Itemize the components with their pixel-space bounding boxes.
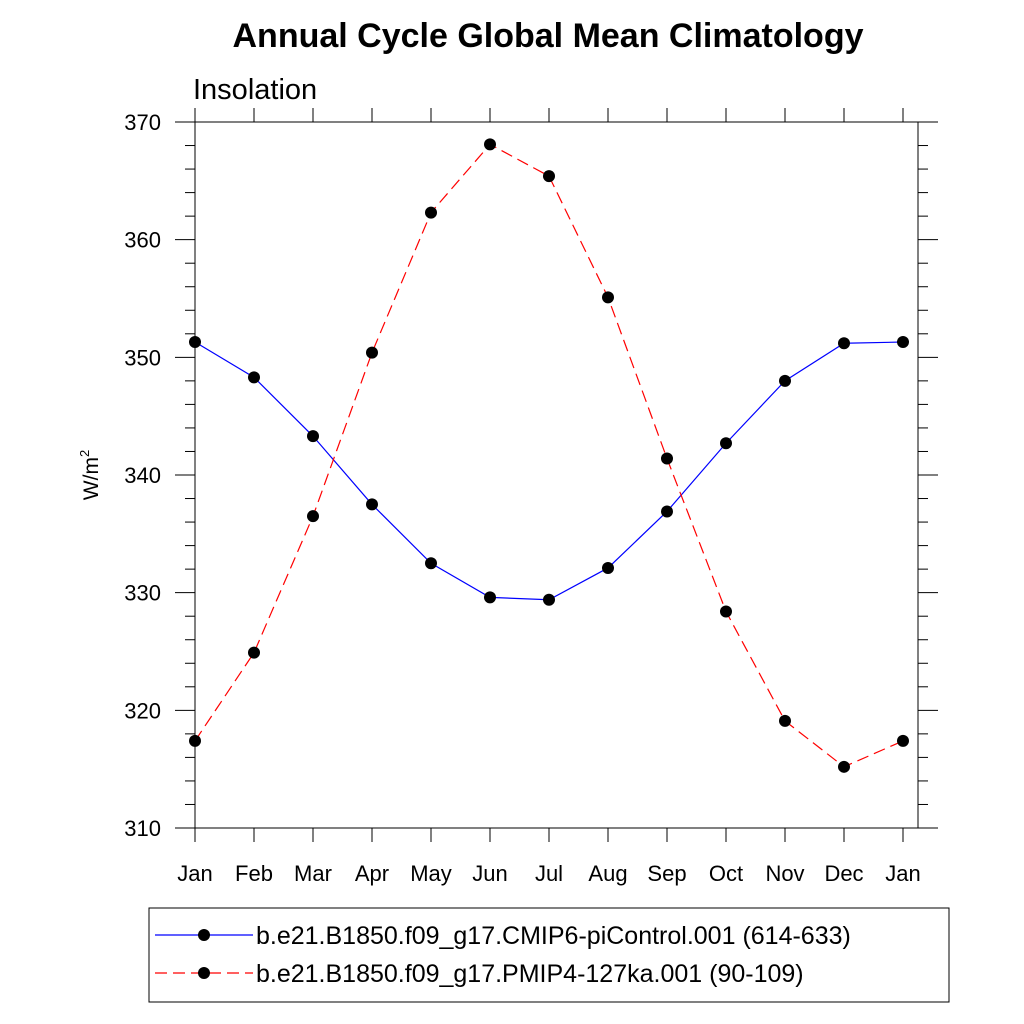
data-point <box>425 206 437 219</box>
data-point <box>779 714 791 727</box>
x-tick-label: Sep <box>647 861 686 886</box>
data-point <box>189 336 201 349</box>
series-line <box>194 341 904 601</box>
legend-label: b.e21.B1850.f09_g17.PMIP4-127ka.001 (90-… <box>256 960 804 988</box>
x-tick-label: Jan <box>177 861 212 886</box>
x-tick-label: Jan <box>885 861 920 886</box>
plot-frame <box>194 121 919 829</box>
x-tick-label: Oct <box>709 861 743 886</box>
series-layer <box>189 138 909 773</box>
data-point <box>248 646 260 659</box>
x-tick-label: Jun <box>472 861 507 886</box>
chart-title: Annual Cycle Global Mean Climatology <box>233 17 864 55</box>
chart-subtitle: Insolation <box>193 74 317 106</box>
y-tick-label: 320 <box>124 698 161 723</box>
data-point <box>307 430 319 443</box>
data-point <box>602 291 614 304</box>
series-1 <box>189 336 909 606</box>
y-axis-label-superscript: 2 <box>77 450 92 457</box>
x-tick-label: Feb <box>235 861 273 886</box>
y-axis-label-text: W/m <box>80 457 103 500</box>
data-point <box>543 593 555 606</box>
data-point <box>425 557 437 570</box>
data-point <box>189 734 201 747</box>
data-point <box>661 505 673 518</box>
data-point <box>897 734 909 747</box>
x-tick-label: Mar <box>294 861 332 886</box>
y-tick-label: 370 <box>124 110 161 135</box>
data-point <box>484 591 496 604</box>
data-point <box>897 336 909 349</box>
data-point <box>720 437 732 450</box>
x-tick-label: Aug <box>588 861 627 886</box>
axis-ticks <box>175 108 938 842</box>
legend: b.e21.B1850.f09_g17.CMIP6-piControl.001 … <box>148 907 950 1003</box>
data-point <box>779 374 791 387</box>
data-point <box>484 138 496 151</box>
data-point <box>838 760 850 773</box>
y-tick-label: 350 <box>124 345 161 370</box>
x-tick-label: Nov <box>765 861 804 886</box>
x-tick-label: Apr <box>355 861 389 886</box>
legend-marker <box>198 929 210 941</box>
x-tick-label: Dec <box>824 861 863 886</box>
series-2 <box>189 138 909 773</box>
y-tick-label: 340 <box>124 463 161 488</box>
data-point <box>366 346 378 359</box>
y-tick-labels: 310 320 330 340 350 360 370 <box>124 110 161 841</box>
svg-text:W/m2: W/m2 <box>77 450 103 500</box>
data-point <box>248 371 260 384</box>
data-point <box>720 605 732 618</box>
data-point <box>366 498 378 511</box>
series-line <box>194 143 904 768</box>
data-point <box>838 337 850 350</box>
data-point <box>661 452 673 465</box>
data-point <box>307 510 319 523</box>
legend-marker <box>198 967 210 979</box>
data-point <box>543 170 555 183</box>
x-tick-label: May <box>410 861 452 886</box>
legend-box <box>148 907 950 1003</box>
y-tick-label: 310 <box>124 816 161 841</box>
data-point <box>602 561 614 574</box>
y-tick-label: 360 <box>124 228 161 253</box>
x-tick-labels: Jan Feb Mar Apr May Jun Jul Aug Sep Oct Nov Dec Jan <box>177 861 920 886</box>
x-tick-label: Jul <box>535 861 563 886</box>
legend-label: b.e21.B1850.f09_g17.CMIP6-piControl.001 … <box>256 922 851 950</box>
y-axis-label: W/m2 <box>77 450 103 500</box>
y-tick-label: 330 <box>124 581 161 606</box>
